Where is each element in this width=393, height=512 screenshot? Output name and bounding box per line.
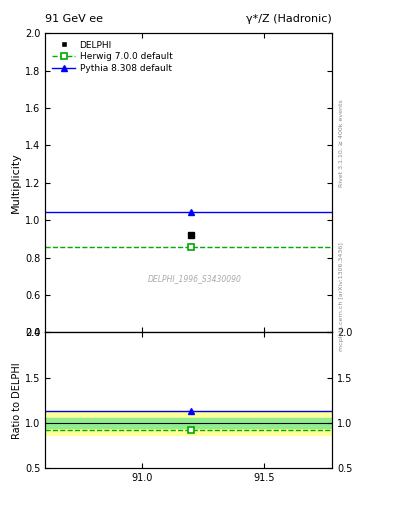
Y-axis label: Multiplicity: Multiplicity <box>11 153 21 214</box>
Bar <box>45 418 332 428</box>
Y-axis label: Ratio to DELPHI: Ratio to DELPHI <box>12 362 22 439</box>
Text: γ*/Z (Hadronic): γ*/Z (Hadronic) <box>246 14 332 24</box>
Text: DELPHI_1996_S3430090: DELPHI_1996_S3430090 <box>147 274 241 283</box>
Bar <box>45 411 332 435</box>
Legend: DELPHI, Herwig 7.0.0 default, Pythia 8.308 default: DELPHI, Herwig 7.0.0 default, Pythia 8.3… <box>50 38 175 76</box>
Text: 91 GeV ee: 91 GeV ee <box>45 14 103 24</box>
Text: Rivet 3.1.10, ≥ 400k events: Rivet 3.1.10, ≥ 400k events <box>339 99 344 187</box>
Text: mcplots.cern.ch [arXiv:1306.3436]: mcplots.cern.ch [arXiv:1306.3436] <box>339 243 344 351</box>
